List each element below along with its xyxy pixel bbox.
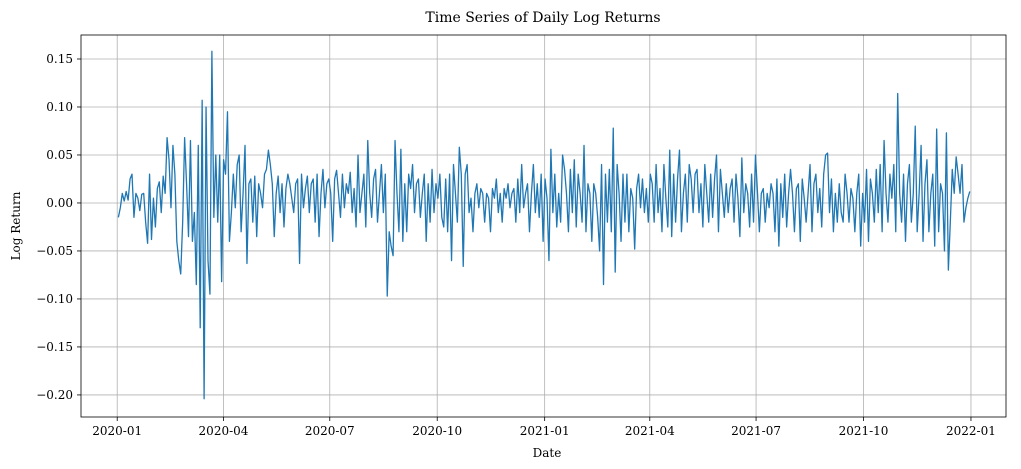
x-tick-label: 2020-04 <box>199 424 249 438</box>
y-axis-ticks: −0.20 −0.15 −0.10 −0.05 0.00 0.05 0.10 0.15 <box>36 52 81 402</box>
series-line-log-return <box>117 50 971 400</box>
y-tick-label: 0.00 <box>46 196 73 210</box>
y-tick-label: −0.15 <box>36 340 73 354</box>
plot-frame <box>80 34 1007 418</box>
chart-title: Time Series of Daily Log Returns <box>425 10 660 26</box>
x-tick-label: 2020-07 <box>305 424 355 438</box>
x-tick-label: 2020-10 <box>412 424 462 438</box>
y-tick-label: 0.05 <box>46 148 73 162</box>
y-tick-label: 0.15 <box>46 52 73 66</box>
grid-lines <box>81 35 1006 417</box>
x-axis-label: Date <box>533 446 562 460</box>
x-tick-label: 2021-04 <box>625 424 675 438</box>
y-tick-label: −0.10 <box>36 292 73 306</box>
y-tick-label: 0.10 <box>46 100 73 114</box>
y-axis-label: Log Return <box>9 191 23 260</box>
x-tick-label: 2021-01 <box>520 424 570 438</box>
x-axis-ticks: 2020-01 2020-04 2020-07 2020-10 2021-01 2021-… <box>92 417 996 438</box>
x-tick-label: 2021-10 <box>839 424 889 438</box>
x-tick-label: 2020-01 <box>92 424 142 438</box>
x-tick-label: 2021-07 <box>731 424 781 438</box>
y-tick-label: −0.05 <box>36 244 73 258</box>
x-tick-label: 2022-01 <box>946 424 996 438</box>
y-tick-label: −0.20 <box>36 388 73 402</box>
